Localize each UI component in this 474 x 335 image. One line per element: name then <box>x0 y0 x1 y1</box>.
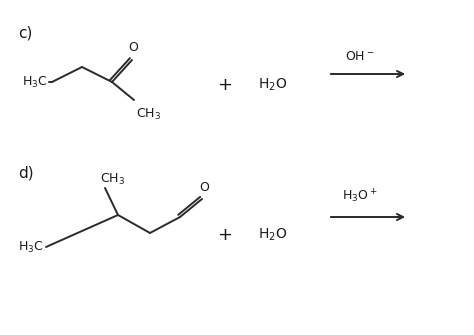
Text: H$_2$O: H$_2$O <box>258 227 287 243</box>
Text: c): c) <box>18 25 32 40</box>
Text: O: O <box>199 181 209 194</box>
Text: +: + <box>218 226 233 244</box>
Text: +: + <box>218 76 233 94</box>
Text: d): d) <box>18 165 34 180</box>
Text: CH$_3$: CH$_3$ <box>100 172 125 187</box>
Text: OH$^-$: OH$^-$ <box>345 50 375 63</box>
Text: H$_2$O: H$_2$O <box>258 77 287 93</box>
Text: H$_3$O$^+$: H$_3$O$^+$ <box>342 188 378 205</box>
Text: H$_3$C: H$_3$C <box>22 74 47 89</box>
Text: O: O <box>128 41 138 54</box>
Text: H$_3$C: H$_3$C <box>18 240 44 255</box>
Text: CH$_3$: CH$_3$ <box>136 107 161 122</box>
